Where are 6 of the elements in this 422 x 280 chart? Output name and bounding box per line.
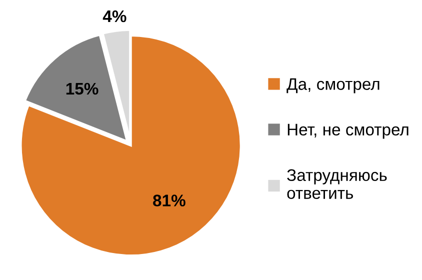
legend-label: Затрудняюсь ответить xyxy=(287,169,387,199)
data-label: 15% xyxy=(66,82,98,95)
legend-label: Нет, не смотрел xyxy=(288,124,408,139)
data-label: 81% xyxy=(153,194,186,206)
data-label: 4% xyxy=(102,10,126,22)
legend-label: Да, смотрел xyxy=(286,78,380,94)
